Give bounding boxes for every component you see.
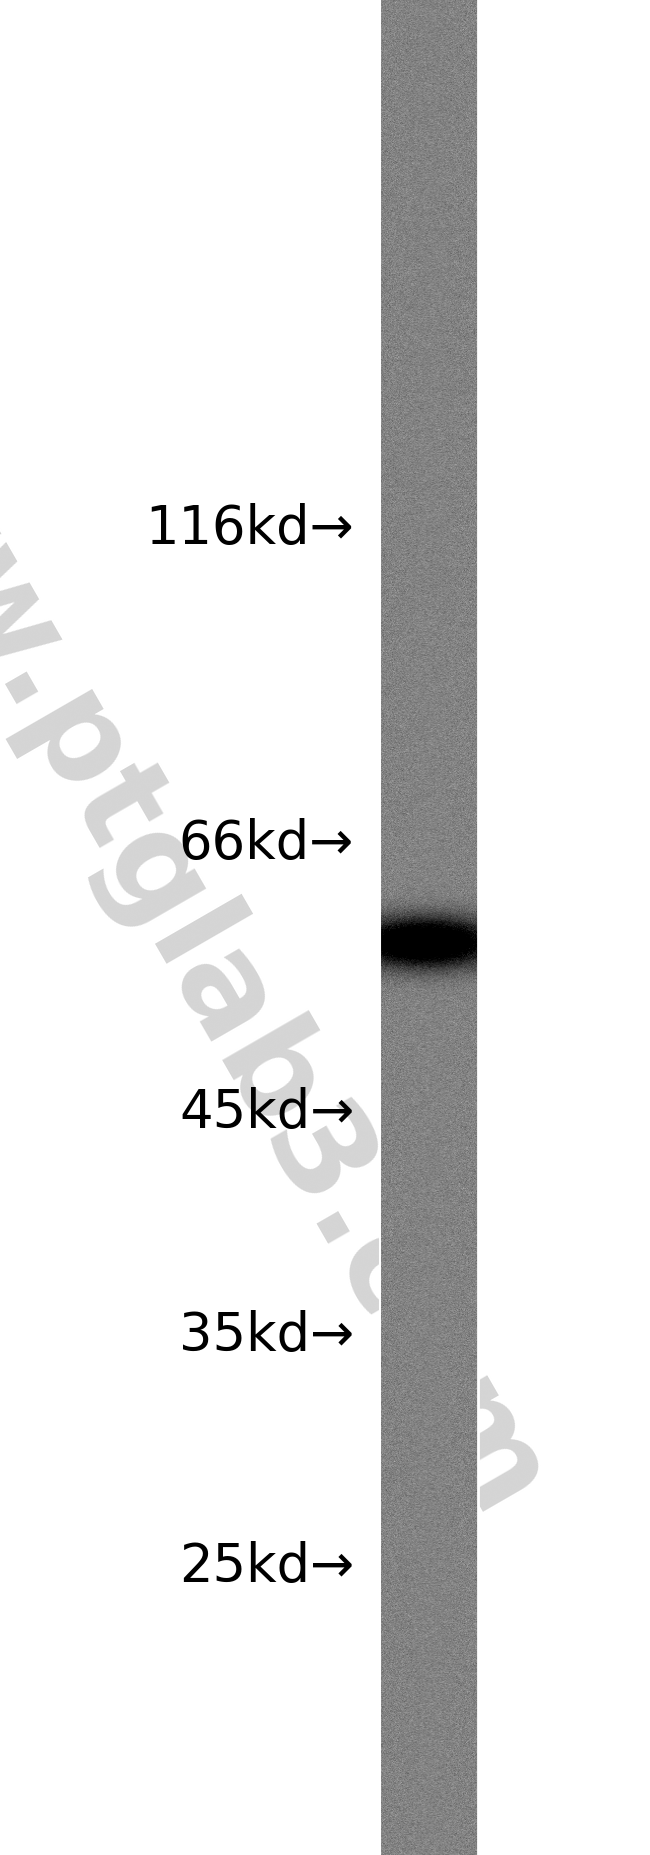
Text: 116kd→: 116kd→ — [146, 503, 354, 555]
Text: 45kd→: 45kd→ — [179, 1087, 354, 1139]
Text: 25kd→: 25kd→ — [179, 1542, 354, 1593]
Text: 66kd→: 66kd→ — [179, 818, 354, 870]
Text: 35kd→: 35kd→ — [179, 1310, 354, 1362]
Text: www.ptglab3.com: www.ptglab3.com — [0, 315, 572, 1540]
